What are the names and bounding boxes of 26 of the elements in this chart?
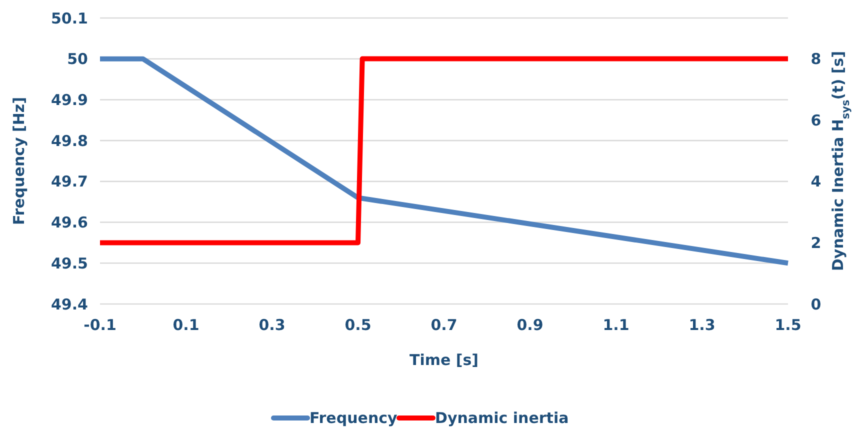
legend-label: Dynamic inertia: [435, 409, 569, 427]
x-tick-label: 1.3: [688, 316, 716, 334]
x-tick-label: 0.5: [344, 316, 372, 334]
x-tick-label: 0.9: [516, 316, 544, 334]
y2-tick-label: 6: [810, 111, 822, 130]
x-axis-title: Time [s]: [409, 351, 479, 369]
x-tick-label: 1.1: [602, 316, 630, 334]
y-tick-label: 49.9: [50, 90, 88, 109]
legend-label: Frequency: [310, 409, 398, 427]
y-tick-label: 49.6: [50, 214, 88, 232]
y2-tick-label: 0: [810, 295, 822, 314]
y-axis-title: Frequency [Hz]: [10, 96, 28, 226]
y-tick-label: 49.4: [50, 295, 88, 314]
y-tick-label: 49.5: [50, 254, 88, 272]
y-tick-label: 49.7: [50, 172, 88, 191]
x-tick-label: 0.3: [258, 316, 286, 334]
y-tick-label: 49.8: [50, 132, 88, 150]
y-tick-label: 50.1: [50, 9, 88, 28]
x-tick-label: 0.7: [430, 316, 458, 334]
y2-tick-label: 4: [810, 172, 822, 191]
x-tick-label: -0.1: [84, 316, 116, 334]
y2-tick-label: 8: [810, 50, 822, 68]
x-tick-label: 0.1: [172, 316, 200, 334]
y-tick-label: 50: [67, 50, 88, 68]
x-tick-label: 1.5: [774, 316, 802, 334]
y2-tick-label: 2: [810, 234, 822, 252]
